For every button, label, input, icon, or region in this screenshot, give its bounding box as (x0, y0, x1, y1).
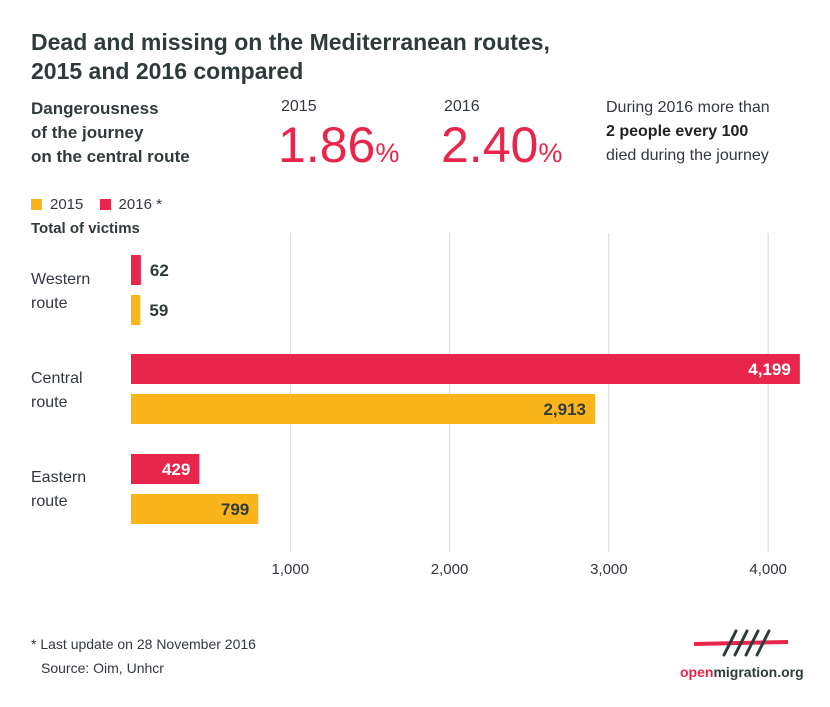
category-label-eastern-line-1: Eastern (31, 469, 87, 486)
category-label-western: Western route (31, 268, 90, 316)
logo-text-open: open (680, 664, 714, 680)
pct-2015: 1.86% (278, 120, 399, 178)
bar-central-2015 (131, 394, 595, 424)
pct-2016-symbol: % (538, 138, 563, 168)
footnote: * Last update on 28 November 2016 (31, 636, 256, 652)
year-2016-label: 2016 (444, 98, 480, 115)
dangerousness-label-line-3: on the central route (31, 147, 190, 166)
bar-eastern-2015 (131, 494, 259, 524)
category-label-eastern: Eastern route (31, 466, 86, 514)
dangerousness-label: Dangerousness of the journey on the cent… (31, 97, 251, 169)
journey-note-line-3: died during the journey (606, 147, 769, 164)
legend-swatch-2015 (31, 199, 42, 210)
dangerousness-label-line-1: Dangerousness (31, 99, 159, 118)
journey-note-line-2: 2 people every 100 (606, 123, 749, 140)
chart-title: Dead and missing on the Mediterranean ro… (31, 28, 651, 86)
chart-title-line-2: 2015 and 2016 compared (31, 58, 304, 84)
data-label-western-2016: 62 (150, 261, 169, 280)
x-tick-label-1000: 1,000 (272, 561, 310, 578)
legend-item-2016: 2016 * (99, 196, 162, 213)
legend-label-2016: 2016 * (118, 196, 162, 213)
legend: 2015 2016 * (31, 196, 174, 214)
bar-western-2016 (131, 255, 141, 285)
openmigration-logo-icon (693, 629, 789, 657)
bar-western-2015 (131, 295, 141, 325)
legend-label-2015: 2015 (50, 196, 84, 213)
pct-2016: 2.40% (441, 120, 562, 178)
x-tick-label-2000: 2,000 (431, 561, 469, 578)
pct-2015-value: 1.86 (278, 117, 376, 173)
chart-title-line-1: Dead and missing on the Mediterranean ro… (31, 29, 550, 55)
source-note: Source: Oim, Unhcr (41, 660, 164, 676)
logo-text: openmigration.org (680, 664, 804, 680)
x-tick-label-4000: 4,000 (749, 561, 787, 578)
data-label-central-2016: 4,199 (748, 360, 791, 379)
category-label-western-line-1: Western (31, 271, 91, 288)
x-tick-label-3000: 3,000 (590, 561, 628, 578)
category-label-eastern-line-2: route (31, 493, 68, 510)
data-label-eastern-2016: 429 (162, 460, 190, 479)
category-label-western-line-2: route (31, 295, 68, 312)
pct-2015-symbol: % (375, 138, 400, 168)
total-victims-label: Total of victims (31, 220, 140, 237)
data-label-western-2015: 59 (149, 301, 168, 320)
legend-item-2015: 2015 (31, 196, 83, 213)
data-label-eastern-2015: 799 (221, 500, 249, 519)
journey-note-line-1: During 2016 more than (606, 99, 770, 116)
pct-2016-value: 2.40 (441, 117, 539, 173)
logo-text-migration: migration.org (713, 664, 804, 680)
bar-eastern-2016 (131, 454, 200, 484)
legend-swatch-2016 (99, 199, 111, 210)
category-label-central-line-2: route (31, 394, 68, 411)
dangerousness-label-line-2: of the journey (31, 123, 144, 142)
bar-central-2016 (131, 354, 800, 384)
category-label-central-line-1: Central (31, 370, 83, 387)
data-label-central-2015: 2,913 (543, 400, 586, 419)
year-2015-label: 2015 (281, 98, 317, 115)
category-label-central: Central route (31, 367, 83, 415)
journey-note: During 2016 more than 2 people every 100… (606, 96, 821, 168)
